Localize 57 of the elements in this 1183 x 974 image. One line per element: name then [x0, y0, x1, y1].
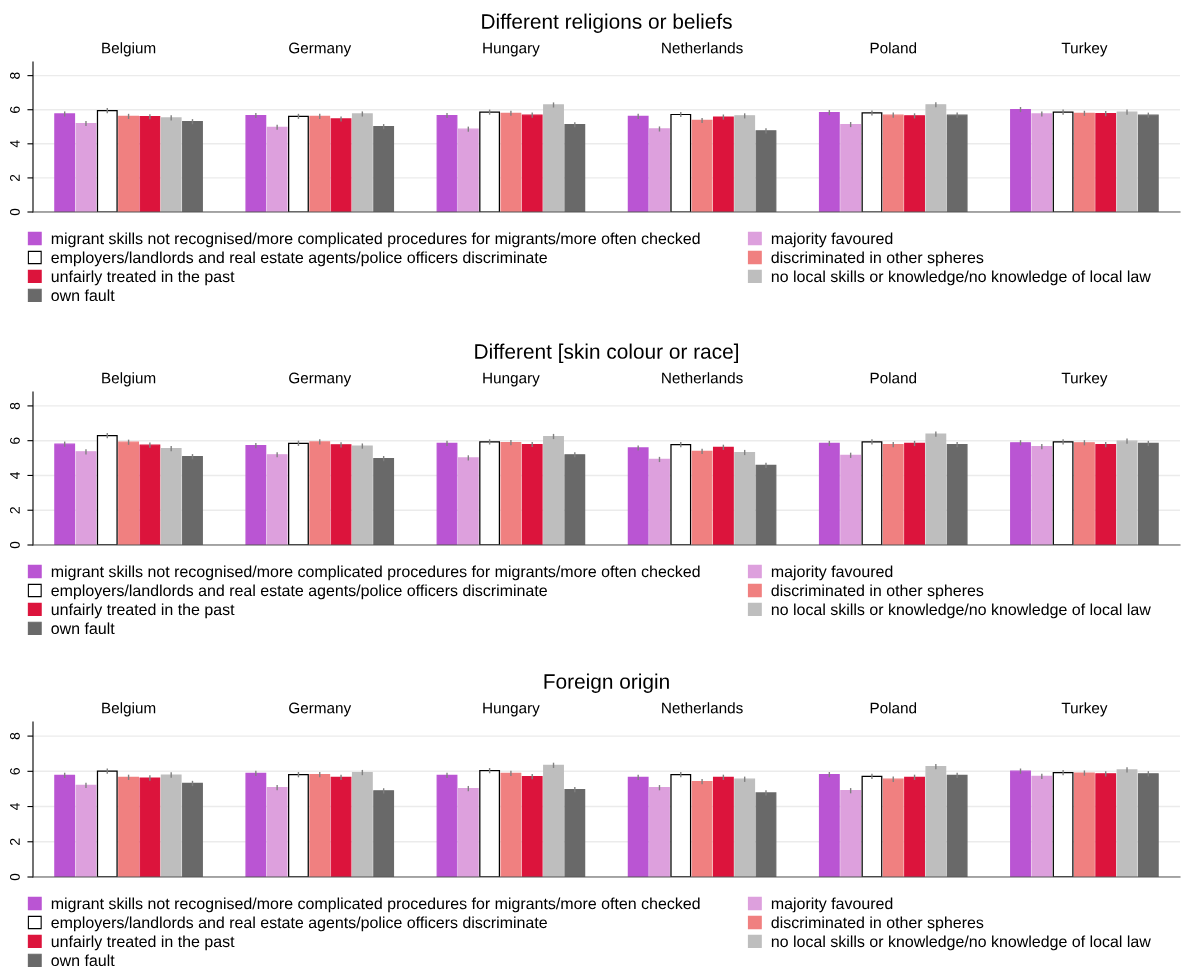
x-tick-label: Netherlands: [662, 702, 743, 714]
x-tick-label: Hungary: [483, 702, 540, 717]
y-tick-label: 6: [10, 768, 20, 775]
x-tick-label: Netherlands: [662, 372, 743, 384]
x-tick-label: Germany: [289, 372, 352, 387]
y-tick-label: 4: [10, 472, 20, 479]
chart-title: Different [skin colour or race]: [475, 343, 738, 363]
y-tick-label: 2: [10, 838, 20, 845]
x-tick-label: Belgium: [102, 702, 156, 717]
chart-title: Foreign origin: [544, 673, 669, 693]
x-tick-label: Belgium: [102, 372, 156, 387]
x-tick-label: Hungary: [483, 372, 540, 387]
legend-label: discriminated in other spheres: [771, 916, 984, 932]
legend-label: employers/landlords and real estate agents/police officers discriminate: [51, 584, 547, 600]
y-tick-label: 8: [10, 402, 20, 410]
legend-label: discriminated in other spheres: [771, 584, 984, 600]
legend-label: no local skills or knowledge/no knowledge of local law: [771, 935, 1151, 951]
legend-label: migrant skills not recognised/more complicated procedures for migrants/more often checked: [51, 232, 700, 248]
x-tick-label: Hungary: [483, 42, 540, 57]
x-tick-label: Turkey: [1061, 372, 1108, 387]
legend-label: no local skills or knowledge/no knowledge of local law: [771, 603, 1151, 619]
y-tick-label: 2: [10, 507, 20, 514]
x-tick-label: Poland: [870, 372, 917, 384]
legend-label: discriminated in other spheres: [771, 251, 984, 267]
y-tick-label: 4: [10, 140, 20, 148]
y-tick-label: 0: [10, 541, 20, 549]
y-tick-label: 6: [10, 106, 20, 113]
legend-label: migrant skills not recognised/more complicated procedures for migrants/more often checked: [51, 897, 700, 913]
legend-label: unfairly treated in the past: [51, 270, 235, 286]
legend-label: employers/landlords and real estate agents/police officers discriminate: [51, 251, 547, 267]
x-tick-label: Turkey: [1061, 702, 1108, 717]
legend-label: no local skills or knowledge/no knowledge of local law: [771, 270, 1151, 286]
y-tick-label: 8: [10, 72, 20, 79]
chart-title: Different religions or beliefs: [482, 13, 732, 33]
legend-label: unfairly treated in the past: [51, 935, 235, 951]
legend-label: employers/landlords and real estate agents/police officers discriminate: [51, 916, 547, 932]
legend-label: majority favoured: [771, 897, 893, 913]
legend-label: majority favoured: [771, 565, 893, 581]
legend-label: migrant skills not recognised/more complicated procedures for migrants/more often checked: [51, 565, 700, 581]
y-tick-label: 0: [10, 208, 20, 216]
x-tick-label: Poland: [870, 42, 917, 54]
legend-label: own fault: [51, 289, 115, 302]
y-tick-label: 4: [10, 803, 20, 811]
y-tick-label: 6: [10, 437, 20, 444]
legend-label: majority favoured: [771, 232, 893, 248]
y-tick-label: 8: [10, 732, 20, 740]
legend-label: own fault: [51, 954, 115, 967]
x-tick-label: Germany: [289, 702, 352, 717]
x-tick-label: Germany: [289, 42, 352, 57]
x-tick-label: Poland: [870, 702, 917, 714]
y-tick-label: 2: [10, 174, 20, 182]
x-tick-label: Belgium: [102, 42, 156, 57]
x-tick-label: Turkey: [1061, 42, 1108, 57]
legend-label: own fault: [51, 622, 115, 635]
x-tick-label: Netherlands: [662, 42, 743, 54]
legend-label: unfairly treated in the past: [51, 603, 235, 619]
y-tick-label: 0: [10, 873, 20, 881]
